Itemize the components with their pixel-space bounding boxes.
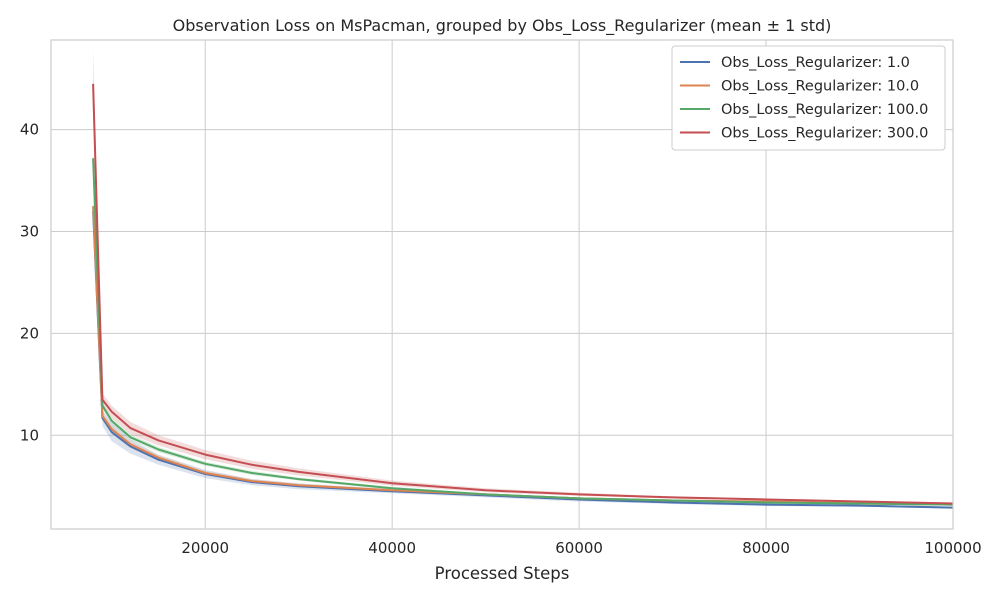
legend: Obs_Loss_Regularizer: 1.0 Obs_Loss_Regula… — [671, 45, 946, 151]
legend-label: Obs_Loss_Regularizer: 100.0 — [721, 102, 928, 118]
legend-label: Obs_Loss_Regularizer: 300.0 — [721, 126, 928, 142]
series-line-3 — [92, 83, 954, 505]
plot-frame — [50, 39, 954, 530]
y-tick-labels: 10 20 30 40 — [20, 121, 39, 445]
legend-box — [671, 45, 946, 151]
y-tick-label: 30 — [20, 223, 39, 241]
series-line-0 — [92, 211, 954, 509]
x-tick-label: 80000 — [742, 539, 790, 557]
std-band-series-2 — [93, 154, 954, 506]
x-tick-labels: 20000 40000 60000 80000 100000 — [181, 539, 981, 557]
x-tick-label: 40000 — [368, 539, 416, 557]
y-tick-label: 20 — [20, 324, 39, 342]
series-lines — [92, 83, 954, 509]
x-axis-title: Processed Steps — [435, 564, 570, 583]
x-tick-label: 100000 — [924, 539, 981, 557]
series-line-2 — [92, 158, 954, 506]
y-tick-label: 10 — [20, 426, 39, 444]
std-band-series-0 — [93, 203, 954, 509]
chart-title: Observation Loss on MsPacman, grouped by… — [173, 16, 832, 36]
legend-label: Obs_Loss_Regularizer: 10.0 — [721, 79, 919, 95]
x-tick-label: 60000 — [555, 539, 603, 557]
y-tick-label: 40 — [20, 121, 39, 139]
x-tick-label: 20000 — [181, 539, 229, 557]
legend-label: Obs_Loss_Regularizer: 1.0 — [721, 55, 910, 71]
